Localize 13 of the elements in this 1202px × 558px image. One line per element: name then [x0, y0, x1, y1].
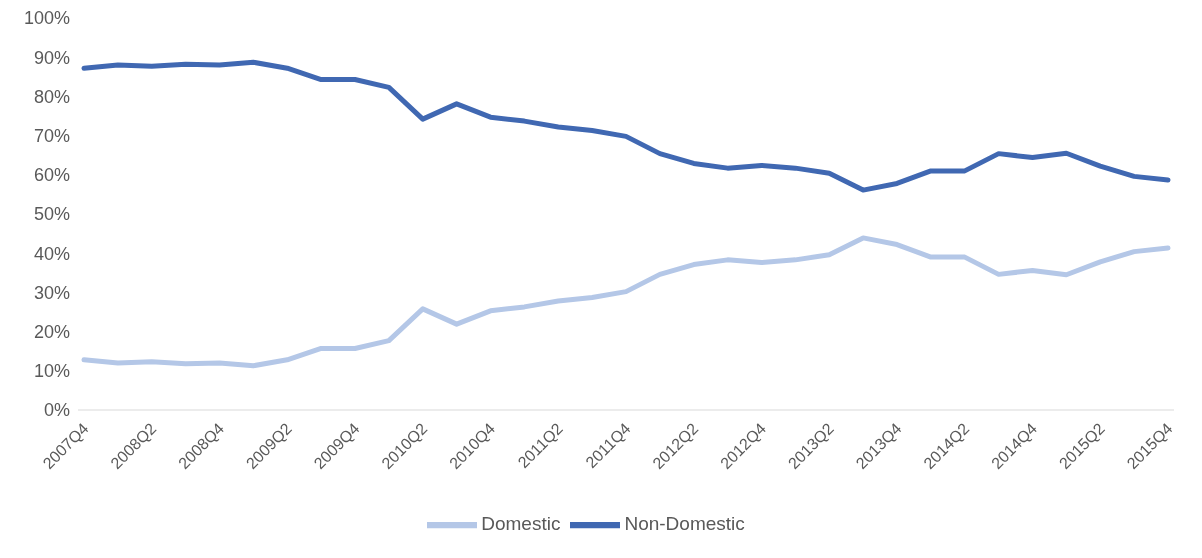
y-tick-label: 80% — [33, 86, 70, 107]
legend-label: Non-Domestic — [624, 513, 745, 535]
y-tick-label: 30% — [33, 282, 70, 303]
y-tick-label: 90% — [33, 47, 70, 68]
y-tick-label: 100% — [23, 8, 70, 29]
y-tick-label: 10% — [33, 361, 70, 382]
y-tick-label: 20% — [33, 321, 70, 342]
y-tick-label: 40% — [33, 243, 70, 264]
y-tick-label: 0% — [43, 400, 70, 421]
y-tick-label: 50% — [33, 204, 70, 225]
y-tick-label: 70% — [33, 125, 70, 146]
y-tick-label: 60% — [33, 165, 70, 186]
legend-label: Domestic — [481, 513, 561, 535]
